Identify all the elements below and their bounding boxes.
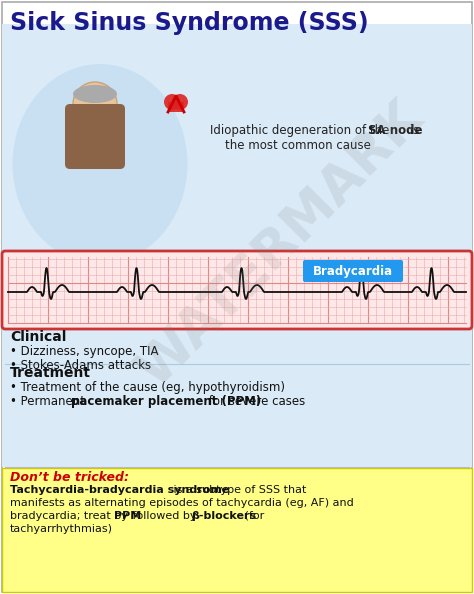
FancyBboxPatch shape — [65, 104, 125, 169]
Text: Bradycardia: Bradycardia — [313, 264, 393, 277]
FancyBboxPatch shape — [2, 24, 472, 254]
Text: • Dizziness, syncope, TIA: • Dizziness, syncope, TIA — [10, 345, 158, 358]
FancyBboxPatch shape — [303, 260, 403, 282]
Text: • Stokes-Adams attacks: • Stokes-Adams attacks — [10, 359, 151, 372]
Text: Don’t be tricked:: Don’t be tricked: — [10, 471, 129, 484]
Text: tachyarrhythmias): tachyarrhythmias) — [10, 524, 113, 534]
Text: SA node: SA node — [368, 124, 423, 137]
Text: Clinical: Clinical — [10, 330, 66, 344]
Text: PPM: PPM — [115, 511, 142, 521]
FancyBboxPatch shape — [2, 251, 472, 329]
Text: pacemaker placement (PPM): pacemaker placement (PPM) — [71, 395, 262, 408]
Text: β-blockers: β-blockers — [191, 511, 256, 521]
Text: Idiopathic degeneration of the: Idiopathic degeneration of the — [210, 124, 393, 137]
Text: (for: (for — [241, 511, 264, 521]
Text: manifests as alternating episodes of tachycardia (eg, AF) and: manifests as alternating episodes of tac… — [10, 498, 354, 508]
Circle shape — [73, 82, 117, 126]
Text: is a subtype of SSS that: is a subtype of SSS that — [170, 485, 306, 495]
Text: Treatment: Treatment — [10, 366, 91, 380]
Text: followed by: followed by — [129, 511, 201, 521]
FancyBboxPatch shape — [2, 328, 472, 467]
FancyBboxPatch shape — [2, 468, 472, 592]
Circle shape — [172, 94, 188, 110]
Circle shape — [164, 94, 180, 110]
Text: • Treatment of the cause (eg, hypothyroidism): • Treatment of the cause (eg, hypothyroi… — [10, 381, 285, 394]
Ellipse shape — [73, 85, 117, 103]
Text: for severe cases: for severe cases — [205, 395, 305, 408]
Text: Sick Sinus Syndrome (SSS): Sick Sinus Syndrome (SSS) — [10, 11, 369, 35]
Text: bradycardia; treat by: bradycardia; treat by — [10, 511, 131, 521]
Text: WATERMARK: WATERMARK — [127, 91, 433, 397]
Text: is: is — [406, 124, 419, 137]
FancyBboxPatch shape — [168, 102, 184, 112]
Text: Tachycardia-bradycardia syndrome: Tachycardia-bradycardia syndrome — [10, 485, 229, 495]
Text: • Permanent: • Permanent — [10, 395, 89, 408]
Ellipse shape — [12, 64, 188, 264]
Text: the most common cause: the most common cause — [225, 139, 371, 152]
